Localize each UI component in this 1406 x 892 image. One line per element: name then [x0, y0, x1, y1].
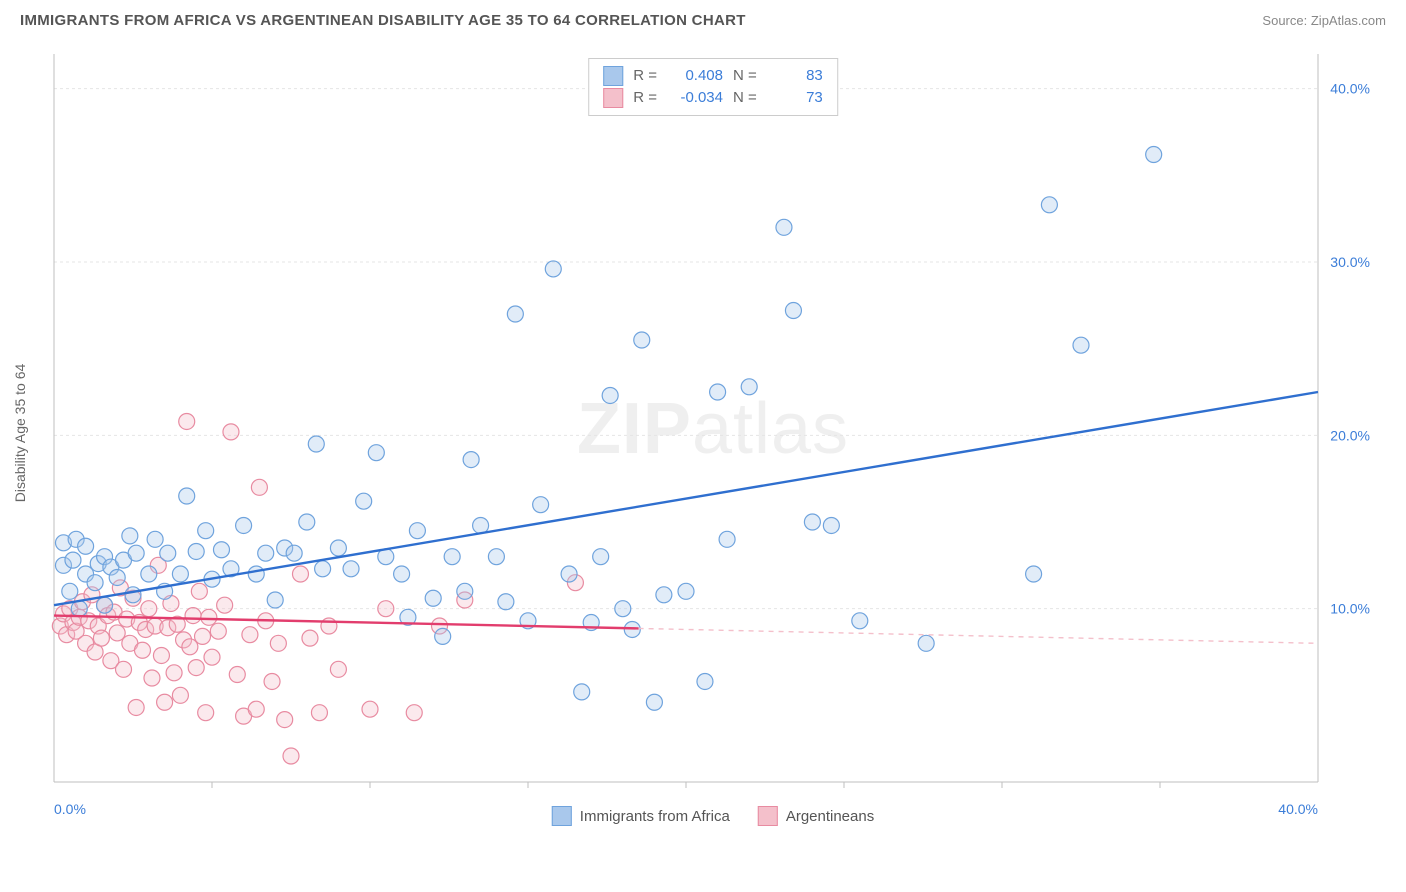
r-label: R = [633, 65, 657, 87]
legend-label-1: Argentineans [786, 808, 874, 825]
n-label: N = [733, 65, 757, 87]
svg-text:10.0%: 10.0% [1330, 601, 1370, 617]
source-link[interactable]: ZipAtlas.com [1311, 13, 1386, 28]
r-value-0: 0.408 [667, 65, 723, 87]
corr-row-series-1: R = -0.034 N = 73 [603, 87, 823, 109]
swatch-series-1 [758, 806, 778, 826]
r-value-1: -0.034 [667, 87, 723, 109]
legend-item-1: Argentineans [758, 806, 874, 826]
n-value-1: 73 [767, 87, 823, 109]
svg-text:0.0%: 0.0% [54, 801, 86, 817]
svg-text:40.0%: 40.0% [1330, 81, 1370, 97]
swatch-series-1 [603, 88, 623, 108]
legend-label-0: Immigrants from Africa [580, 808, 730, 825]
swatch-series-0 [552, 806, 572, 826]
svg-text:20.0%: 20.0% [1330, 427, 1370, 443]
scatter-plot: 10.0% 20.0% 30.0% 40.0% 0.0% 40.0% [48, 48, 1378, 818]
n-label: N = [733, 87, 757, 109]
corr-row-series-0: R = 0.408 N = 83 [603, 65, 823, 87]
y-axis-label: Disability Age 35 to 64 [12, 364, 28, 503]
legend-item-0: Immigrants from Africa [552, 806, 730, 826]
series-legend: Immigrants from Africa Argentineans [552, 806, 874, 826]
svg-text:40.0%: 40.0% [1278, 801, 1318, 817]
source-attribution: Source: ZipAtlas.com [1262, 13, 1386, 28]
correlation-legend: R = 0.408 N = 83 R = -0.034 N = 73 [588, 58, 838, 116]
swatch-series-0 [603, 66, 623, 86]
chart-title: IMMIGRANTS FROM AFRICA VS ARGENTINEAN DI… [20, 12, 746, 29]
svg-text:30.0%: 30.0% [1330, 254, 1370, 270]
r-label: R = [633, 87, 657, 109]
source-label: Source: [1262, 13, 1307, 28]
chart-area: Disability Age 35 to 64 ZIPatlas 10.0%20… [48, 48, 1378, 818]
n-value-0: 83 [767, 65, 823, 87]
